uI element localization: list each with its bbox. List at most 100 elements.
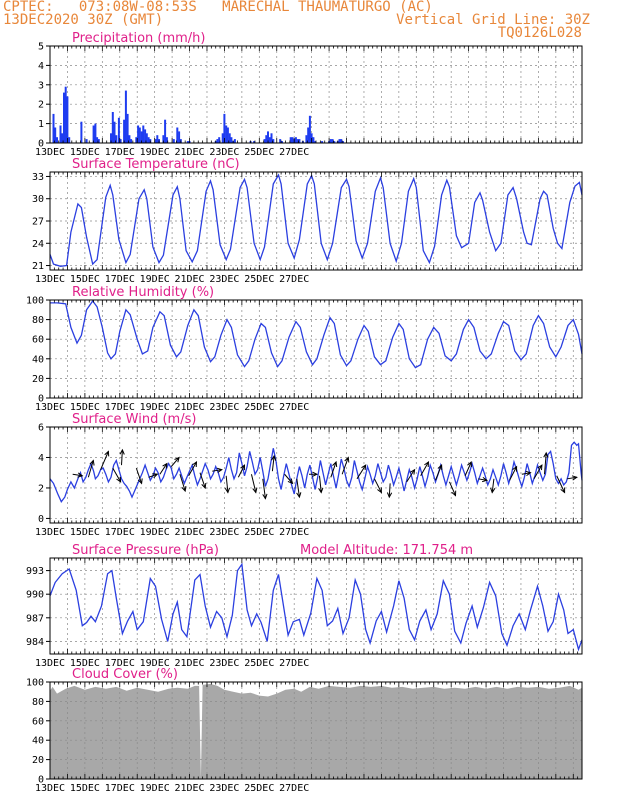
wind-arrow-head — [560, 487, 566, 494]
precip-bar — [59, 125, 62, 143]
x-tick-label: 19DEC — [140, 402, 170, 413]
cloud-title: Cloud Cover (%) — [72, 667, 178, 682]
x-tick-label: 23DEC — [209, 658, 239, 669]
wind-arrow-head — [344, 456, 350, 463]
wind-arrow — [420, 460, 430, 477]
wind-arrow-head — [318, 487, 324, 494]
wind-arrow-shaft — [100, 451, 109, 470]
x-tick-label: 27DEC — [279, 147, 309, 158]
x-tick-label: 23DEC — [209, 402, 239, 413]
wind-arrow — [373, 478, 382, 494]
y-tick-label: 40 — [32, 736, 44, 747]
wind-arrow — [119, 448, 125, 466]
wind-panel: 0 2 4 6 13DEC 15DEC 17DEC 19DEC 21DEC 23DEC 25DEC 2… — [35, 412, 583, 538]
x-tick-label: 23DEC — [209, 783, 239, 794]
wind-arrow — [543, 451, 549, 475]
precip-bar — [56, 137, 58, 143]
wind-arrow-head — [296, 492, 302, 499]
x-tick-label: 23DEC — [209, 527, 239, 538]
wind-arrow — [509, 465, 518, 481]
cloud-panel: 0 20 40 60 80 100 13DEC 15DEC 17DEC 19DEC 21DEC 23D… — [26, 667, 583, 794]
precip-bar — [298, 139, 301, 143]
precip-bar — [110, 133, 112, 143]
x-tick-label: 25DEC — [244, 274, 274, 285]
precip-bar — [230, 137, 233, 143]
precip-bar — [115, 135, 118, 143]
wind-arrow — [148, 473, 159, 479]
precip-bar — [119, 139, 122, 143]
wind-arrow-head — [571, 475, 578, 481]
wind-arrow-shaft — [112, 467, 122, 483]
model-altitude: Model Altitude: 171.754 m — [300, 543, 473, 558]
wind-arrow-shaft — [478, 478, 488, 481]
x-tick-label: 27DEC — [279, 402, 309, 413]
wind-arrow-head — [152, 473, 159, 479]
wind-arrow-shaft — [237, 464, 245, 478]
wind-arrow — [464, 460, 472, 476]
wind-arrow-head — [104, 450, 110, 457]
precip-bar — [145, 133, 148, 143]
wind-arrow-shaft — [250, 474, 257, 493]
precip-bar — [126, 113, 129, 143]
x-tick-label: 15DEC — [70, 274, 100, 285]
wind-arrow-head — [467, 460, 472, 468]
precip-bar — [233, 139, 236, 143]
precip-bar — [80, 121, 83, 143]
x-tick-label: 13DEC — [35, 527, 65, 538]
precip-bar — [147, 137, 150, 143]
precip-bar — [225, 125, 228, 143]
wind-arrow-head — [543, 451, 549, 458]
wind-arrow — [135, 467, 143, 485]
wind-arrow — [100, 450, 110, 470]
wind-arrow-shaft — [296, 478, 300, 498]
precip-bar — [279, 139, 282, 143]
y-tick-label: 30 — [32, 194, 44, 205]
wind-arrow-shaft — [521, 472, 531, 475]
wind-arrow-shaft — [556, 475, 566, 493]
run-date: 13DEC2020 30Z (GMT) — [3, 12, 164, 28]
precip-bar — [142, 125, 145, 143]
x-tick-label: 19DEC — [140, 527, 170, 538]
wind-arrow-head — [451, 490, 457, 497]
x-tick-label: 13DEC — [35, 147, 65, 158]
precip-bar — [94, 123, 97, 143]
wind-arrow — [556, 475, 566, 494]
precip-bar — [321, 141, 324, 143]
precip-bar — [128, 135, 131, 143]
wind-arrow-shaft — [170, 457, 180, 467]
wind-arrow-head — [377, 487, 382, 494]
precip-bar — [307, 127, 310, 143]
y-tick-label: 993 — [26, 566, 44, 577]
wind-arrow-head — [174, 456, 180, 463]
y-tick-label: 100 — [26, 678, 44, 689]
wind-arrow — [159, 462, 168, 475]
precip-bar — [289, 137, 292, 143]
wind-arrow-head — [424, 460, 430, 468]
precip-bar — [186, 141, 189, 143]
precip-bar — [164, 119, 167, 143]
x-tick-label: 17DEC — [105, 274, 135, 285]
precip-bar — [66, 96, 69, 143]
x-tick-label: 25DEC — [244, 658, 274, 669]
precip-bar — [52, 113, 55, 143]
wind-arrow — [72, 472, 84, 478]
wind-arrow — [284, 473, 294, 485]
wind-arrow-head — [119, 448, 125, 455]
x-tick-label: 13DEC — [35, 783, 65, 794]
wind-arrow-head — [77, 472, 84, 478]
y-tick-label: 4 — [38, 453, 44, 464]
y-tick-label: 4 — [38, 61, 44, 72]
y-tick-label: 3 — [38, 80, 44, 91]
precip-bar — [135, 137, 138, 143]
wind-arrow-head — [201, 482, 207, 490]
pres-frame — [49, 557, 583, 655]
precip-bar — [92, 125, 95, 143]
x-tick-label: 15DEC — [70, 658, 100, 669]
precip-bar — [123, 119, 126, 143]
wind-arrow — [188, 460, 198, 477]
y-tick-label: 80 — [32, 697, 44, 708]
x-tick-label: 27DEC — [279, 527, 309, 538]
wind-arrow-shaft — [533, 464, 543, 480]
x-tick-label: 15DEC — [70, 783, 100, 794]
y-tick-label: 990 — [26, 590, 44, 601]
